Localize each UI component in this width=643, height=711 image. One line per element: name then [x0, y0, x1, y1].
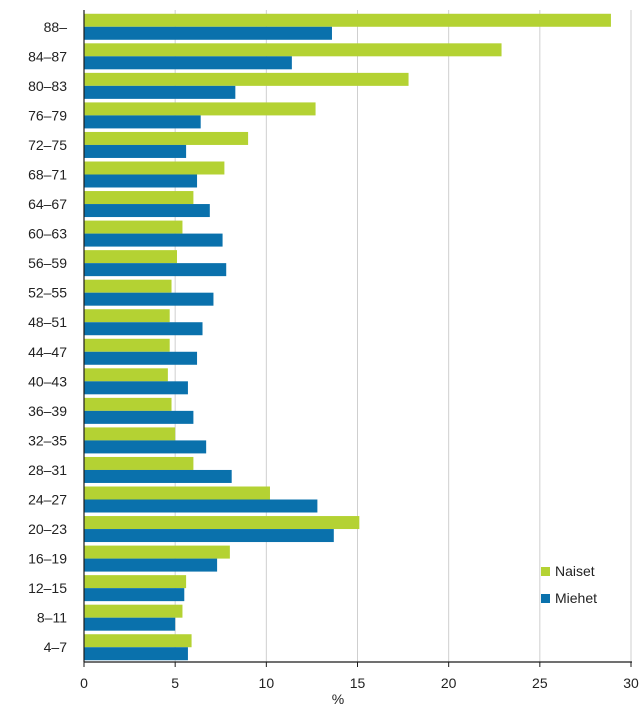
category-label: 84–87	[28, 48, 67, 64]
bar-miehet	[84, 617, 176, 631]
bar-miehet	[84, 204, 210, 218]
legend-label-naiset: Naiset	[555, 563, 595, 579]
bar-miehet	[84, 469, 232, 483]
bar-miehet	[84, 588, 185, 602]
bars	[84, 13, 611, 661]
bar-naiset	[84, 456, 194, 470]
bar-naiset	[84, 43, 502, 57]
category-label: 32–35	[28, 432, 67, 448]
x-tick-label: 5	[171, 675, 179, 691]
bar-miehet	[84, 263, 227, 277]
bar-naiset	[84, 486, 270, 500]
bar-naiset	[84, 309, 170, 323]
category-label: 12–15	[28, 580, 67, 596]
category-label: 52–55	[28, 285, 67, 301]
bar-naiset	[84, 220, 183, 234]
bar-naiset	[84, 516, 360, 530]
bar-naiset	[84, 72, 409, 86]
bar-miehet	[84, 410, 194, 424]
category-label: 20–23	[28, 521, 67, 537]
bar-miehet	[84, 381, 188, 395]
x-tick-label: 10	[259, 675, 275, 691]
bar-naiset	[84, 161, 225, 175]
category-label: 16–19	[28, 551, 67, 567]
legend: Naiset Miehet	[541, 563, 597, 606]
bar-miehet	[84, 322, 203, 336]
x-tick-labels: 0 5 10 15 20 25 30	[80, 662, 639, 691]
bar-naiset	[84, 250, 177, 264]
bar-naiset	[84, 13, 611, 27]
legend-swatch-miehet	[541, 594, 550, 603]
bar-miehet	[84, 647, 188, 661]
bar-miehet	[84, 233, 223, 247]
category-label: 24–27	[28, 492, 67, 508]
category-label: 72–75	[28, 137, 67, 153]
bar-naiset	[84, 102, 316, 116]
category-label: 64–67	[28, 196, 67, 212]
x-tick-label: 30	[623, 675, 639, 691]
bar-naiset	[84, 279, 172, 293]
category-label: 28–31	[28, 462, 67, 478]
bar-naiset	[84, 191, 194, 205]
bar-miehet	[84, 558, 218, 572]
x-tick-label: 20	[441, 675, 457, 691]
legend-swatch-naiset	[541, 567, 550, 576]
bar-naiset	[84, 634, 192, 648]
category-label: 88–	[44, 19, 68, 35]
bar-miehet	[84, 529, 334, 543]
x-axis-title: %	[332, 691, 344, 706]
bar-naiset	[84, 427, 176, 441]
x-tick-label: 15	[350, 675, 366, 691]
bar-naiset	[84, 338, 170, 352]
category-label: 36–39	[28, 403, 67, 419]
bar-miehet	[84, 56, 292, 70]
bar-naiset	[84, 545, 230, 559]
category-labels: 88– 84–87 80–83 76–79 72–75 68–71 64–67 60–63 56…	[28, 19, 67, 655]
category-label: 8–11	[37, 610, 67, 626]
bar-naiset	[84, 575, 187, 589]
category-label: 4–7	[44, 639, 68, 655]
x-tick-label: 0	[80, 675, 88, 691]
category-label: 60–63	[28, 226, 67, 242]
category-label: 40–43	[28, 373, 67, 389]
x-tick-label: 25	[532, 675, 548, 691]
bar-miehet	[84, 174, 198, 188]
legend-label-miehet: Miehet	[555, 590, 597, 606]
bar-miehet	[84, 499, 318, 513]
bar-miehet	[84, 292, 214, 306]
bar-miehet	[84, 115, 201, 129]
category-label: 68–71	[28, 167, 67, 183]
bar-naiset	[84, 131, 249, 145]
category-label: 76–79	[28, 107, 67, 123]
category-label: 44–47	[28, 344, 67, 360]
category-label: 48–51	[28, 314, 67, 330]
bar-miehet	[84, 351, 198, 365]
bar-miehet	[84, 144, 187, 158]
bar-naiset	[84, 397, 172, 411]
bar-naiset	[84, 368, 168, 382]
bar-miehet	[84, 85, 236, 99]
category-label: 56–59	[28, 255, 67, 271]
bar-naiset	[84, 604, 183, 618]
bar-miehet	[84, 26, 332, 40]
bar-miehet	[84, 440, 207, 454]
category-label: 80–83	[28, 78, 67, 94]
